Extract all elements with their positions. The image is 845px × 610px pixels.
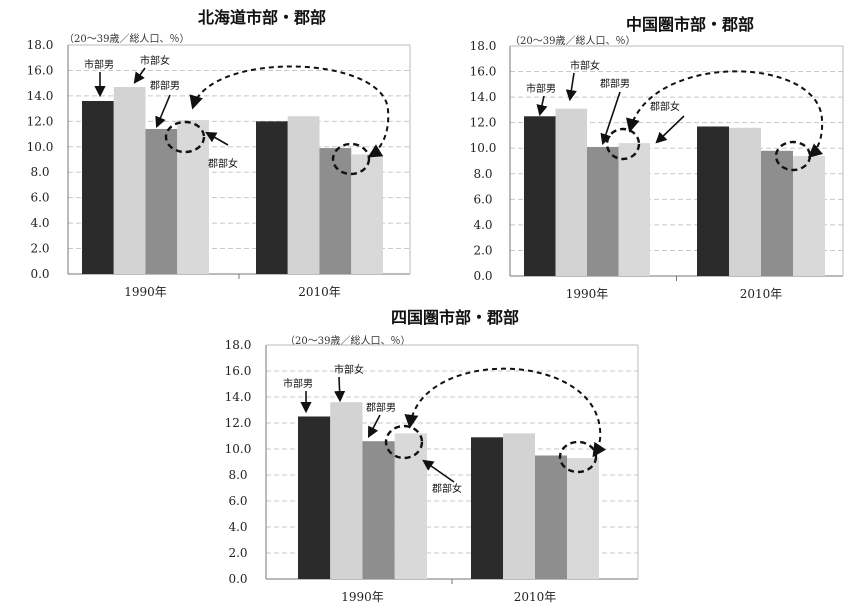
annotation-arrow <box>155 94 171 129</box>
y-tick-label: 16.0 <box>27 63 54 77</box>
y-tick-label: 10.0 <box>225 442 252 456</box>
bar-county-male <box>362 441 395 579</box>
x-category-label: 2010年 <box>740 287 783 301</box>
y-tick-label: 2.0 <box>473 243 492 257</box>
bar-city-female <box>555 108 587 276</box>
y-tick-label: 2.0 <box>30 242 49 256</box>
y-tick-label: 14.0 <box>470 90 497 104</box>
y-tick-label: 4.0 <box>30 216 49 230</box>
bar-city-female <box>729 127 761 277</box>
bar-city-male <box>471 437 503 579</box>
highlight-circle <box>331 142 371 176</box>
y-tick-label: 6.0 <box>30 191 49 205</box>
y-tick-label: 12.0 <box>470 116 497 130</box>
y-tick-label: 16.0 <box>225 364 252 378</box>
y-tick-label: 8.0 <box>228 468 247 482</box>
bar-county-male <box>761 150 793 276</box>
y-tick-label: 14.0 <box>225 390 252 404</box>
y-tick-label: 12.0 <box>225 416 252 430</box>
bar-county-male <box>145 128 178 274</box>
chart-hokkaido: 北海道市部・郡部 （20～39歳／総人口、％） 0.0 2.0 4.0 6.0 8.0 1… <box>27 8 411 299</box>
y-tick-label: 0.0 <box>228 572 247 586</box>
bar-county-female <box>177 120 209 274</box>
annotation-label: 郡部女 <box>650 100 680 113</box>
chart-title: 四国圏市部・郡部 <box>391 308 519 327</box>
annotation-arrow <box>334 376 346 403</box>
y-tick-label: 18.0 <box>225 338 252 352</box>
annotation-label: 郡部女 <box>208 157 238 170</box>
bar-county-female <box>793 155 825 276</box>
annotation-arrow <box>205 131 229 146</box>
annotation-label: 郡部男 <box>150 79 180 92</box>
bar-county-female <box>618 143 650 276</box>
annotation-label: 市部女 <box>334 363 364 376</box>
annotation-label: 市部男 <box>84 58 114 71</box>
annotation-label: 市部男 <box>283 377 313 390</box>
unit-note: （20～39歳／総人口、％） <box>510 34 635 47</box>
x-category-label: 2010年 <box>298 285 341 299</box>
y-tick-label: 2.0 <box>228 546 247 560</box>
y-tick-label: 6.0 <box>228 494 247 508</box>
y-tick-label: 10.0 <box>27 140 54 154</box>
y-tick-label: 16.0 <box>470 65 497 79</box>
y-tick-label: 14.0 <box>27 89 54 103</box>
y-tick-label: 0.0 <box>30 267 49 281</box>
annotation-arrow <box>600 91 621 146</box>
bar-county-male <box>535 455 567 579</box>
bar-county-female <box>394 433 427 579</box>
bar-city-female <box>287 116 320 274</box>
y-tick-label: 10.0 <box>470 141 497 155</box>
chart-title: 北海道市部・郡部 <box>198 8 326 27</box>
annotation-label: 郡部女 <box>432 482 462 495</box>
x-category-label: 1990年 <box>124 285 167 299</box>
annotation-arrow <box>536 95 548 117</box>
bar-county-female <box>567 458 599 579</box>
comparison-curve-arrow <box>626 70 824 158</box>
bar-city-female <box>330 402 363 579</box>
bar-city-female <box>503 433 535 579</box>
bar-county-male <box>319 148 352 274</box>
comparison-curve-arrow <box>404 367 607 458</box>
y-tick-label: 6.0 <box>473 192 492 206</box>
x-category-label: 1990年 <box>341 590 384 604</box>
bar-city-male <box>82 100 114 274</box>
x-category-label: 1990年 <box>566 287 609 301</box>
annotation-label: 市部女 <box>140 54 170 67</box>
y-tick-label: 18.0 <box>470 39 497 53</box>
y-tick-label: 18.0 <box>27 38 54 52</box>
bar-city-male <box>697 126 729 276</box>
annotation-arrow <box>565 72 577 102</box>
y-tick-label: 4.0 <box>473 218 492 232</box>
bar-county-male <box>587 146 619 276</box>
y-tick-label: 12.0 <box>27 114 54 128</box>
annotation-arrow <box>133 67 146 84</box>
y-tick-label: 8.0 <box>30 165 49 179</box>
y-tick-label: 4.0 <box>228 520 247 534</box>
annotation-label: 郡部男 <box>366 401 396 414</box>
annotation-arrow <box>367 414 381 438</box>
chart-chugoku: 中国圏市部・郡部 （20～39歳／総人口、％） 0.0 2.0 4.0 6.0 8.0 1… <box>470 15 844 301</box>
bar-city-male <box>524 116 556 277</box>
bar-city-male <box>256 121 288 274</box>
unit-note: （20～39歳／総人口、％） <box>285 334 410 347</box>
annotation-label: 市部女 <box>570 59 600 72</box>
annotation-arrow <box>422 459 455 483</box>
y-tick-label: 8.0 <box>473 167 492 181</box>
x-category-label: 2010年 <box>514 590 557 604</box>
chart-title: 中国圏市部・郡部 <box>626 15 754 34</box>
unit-note: （20～39歳／総人口、％） <box>64 32 189 45</box>
annotation-label: 郡部男 <box>600 77 630 90</box>
chart-shikoku: 四国圏市部・郡部 （20～39歳／総人口、％） 0.0 2.0 4.0 6.0 8.0 1… <box>225 308 639 604</box>
y-tick-label: 0.0 <box>473 269 492 283</box>
bar-city-male <box>298 416 331 579</box>
bar-city-female <box>113 86 146 274</box>
annotation-label: 市部男 <box>526 82 556 95</box>
annotation-arrow <box>655 115 685 144</box>
